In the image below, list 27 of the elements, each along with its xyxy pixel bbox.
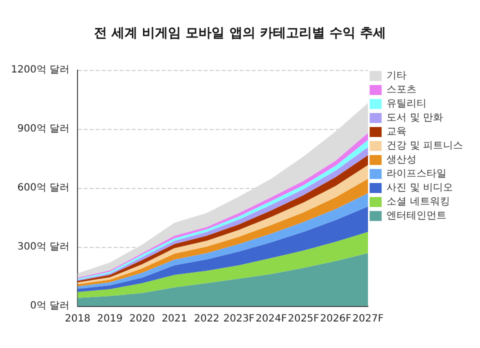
x-tick-label: 2019 <box>97 314 123 324</box>
legend-label: 스포츠 <box>386 84 417 96</box>
legend-label: 엔터테인먼트 <box>386 210 447 222</box>
y-tick-label: 1200억 달러 <box>10 64 70 76</box>
y-tick-label: 0억 달러 <box>30 300 70 312</box>
x-tick-label: 2018 <box>64 314 90 324</box>
legend-label: 건강 및 피트니스 <box>386 140 463 152</box>
legend-label: 유틸리티 <box>386 98 427 110</box>
legend-label: 교육 <box>386 126 407 138</box>
x-tick-label: 2022 <box>194 314 220 324</box>
x-tick-label: 2025F <box>288 314 320 324</box>
legend-label: 기타 <box>386 70 407 82</box>
x-tick-label: 2027F <box>352 314 384 324</box>
legend-label: 라이프스타일 <box>386 168 447 180</box>
x-tick-label: 2020 <box>129 314 155 324</box>
y-tick-label: 300억 달러 <box>17 242 70 252</box>
x-tick-label: 2023F <box>223 314 255 324</box>
x-tick-label: 2021 <box>162 314 188 324</box>
x-tick-label: 2026F <box>320 314 352 324</box>
y-tick-label: 600억 달러 <box>17 182 70 194</box>
legend-label: 도서 및 만화 <box>386 112 443 124</box>
legend-label: 사진 및 비디오 <box>386 182 453 194</box>
chart-title: 전 세계 비게임 모바일 앱의 카테고리별 수익 추세 <box>94 26 386 41</box>
x-tick-label: 2024F <box>256 314 288 324</box>
legend-label: 소셜 네트워킹 <box>386 196 450 208</box>
y-tick-label: 900억 달러 <box>17 124 70 134</box>
legend-label: 생산성 <box>386 154 417 166</box>
